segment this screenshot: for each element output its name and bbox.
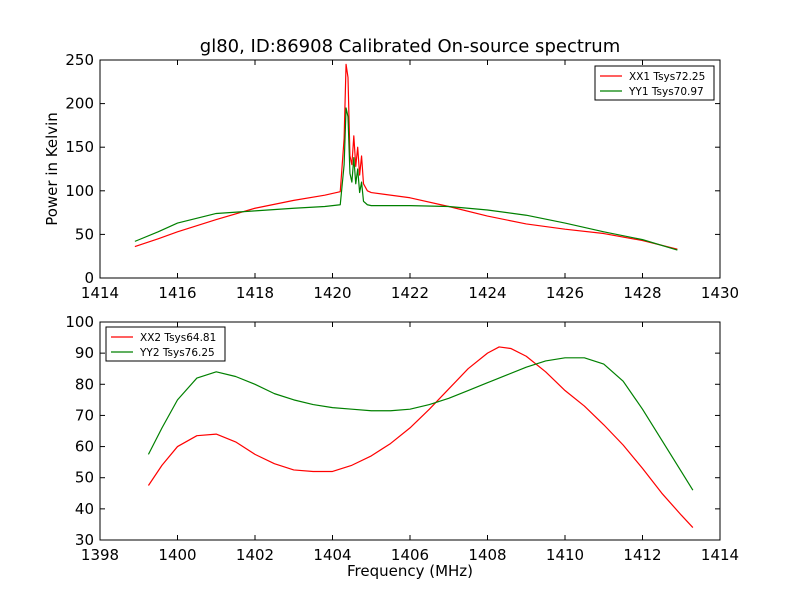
x-tick-label: 1412 bbox=[623, 546, 661, 564]
x-tick-label: 1430 bbox=[701, 284, 739, 302]
bottom-panel: 1398 1400 1402 1404 1406 1408 1410 1412 1414 30 40… bbox=[65, 313, 739, 564]
x-tick-label: 1408 bbox=[468, 546, 506, 564]
y-tick-label: 80 bbox=[75, 375, 94, 393]
x-tick-label: 1414 bbox=[701, 546, 739, 564]
x-tick-label: 1424 bbox=[468, 284, 506, 302]
top-panel: 1414 1416 1418 1420 1422 1424 1426 1428 1430 0 50 1… bbox=[65, 51, 739, 302]
x-tick-label: 1426 bbox=[546, 284, 584, 302]
x-tick-label: 1418 bbox=[236, 284, 274, 302]
x-tick-label: 1414 bbox=[81, 284, 119, 302]
x-axis-label: Frequency (MHz) bbox=[347, 562, 473, 580]
legend-label: XX1 Tsys72.25 bbox=[629, 71, 705, 83]
x-tick-label: 1402 bbox=[236, 546, 274, 564]
y-axis-label: Power in Kelvin bbox=[43, 112, 61, 226]
y-tick-label: 90 bbox=[75, 344, 94, 362]
series-line-2 bbox=[134, 107, 678, 251]
y-tick-label: 60 bbox=[75, 438, 94, 456]
x-tick-label: 1406 bbox=[391, 546, 429, 564]
legend: XX2 Tsys64.81 YY2 Tsys76.25 bbox=[105, 326, 226, 362]
x-tick-label: 1422 bbox=[391, 284, 429, 302]
legend: XX1 Tsys72.25 YY1 Tsys70.97 bbox=[594, 65, 715, 101]
y-tick-label: 150 bbox=[65, 138, 94, 156]
y-tick-label: 250 bbox=[65, 51, 94, 69]
legend-label: YY2 Tsys76.25 bbox=[139, 347, 215, 359]
y-tick-label: 50 bbox=[75, 469, 94, 487]
y-tick-label: 30 bbox=[75, 531, 94, 549]
x-tick-label: 1410 bbox=[546, 546, 584, 564]
x-tick-label: 1416 bbox=[158, 284, 196, 302]
series-line-1 bbox=[134, 63, 678, 250]
x-tick-label: 1428 bbox=[623, 284, 661, 302]
x-tick-label: 1398 bbox=[81, 546, 119, 564]
y-tick-label: 100 bbox=[65, 182, 94, 200]
y-tick-label: 100 bbox=[65, 313, 94, 331]
y-tick-label: 0 bbox=[84, 269, 94, 287]
series-line-2 bbox=[147, 357, 694, 491]
x-tick-label: 1420 bbox=[313, 284, 351, 302]
legend-box bbox=[105, 326, 226, 362]
y-tick-label: 50 bbox=[75, 225, 94, 243]
legend-label: YY1 Tsys70.97 bbox=[628, 86, 704, 98]
chart-title: gl80, ID:86908 Calibrated On-source spec… bbox=[200, 36, 620, 57]
legend-box bbox=[594, 65, 715, 101]
x-tick-label: 1404 bbox=[313, 546, 351, 564]
y-tick-label: 70 bbox=[75, 406, 94, 424]
series-line-1 bbox=[147, 346, 694, 528]
y-tick-label: 40 bbox=[75, 500, 94, 518]
legend-label: XX2 Tsys64.81 bbox=[140, 332, 216, 344]
y-tick-label: 200 bbox=[65, 95, 94, 113]
x-tick-label: 1400 bbox=[158, 546, 196, 564]
